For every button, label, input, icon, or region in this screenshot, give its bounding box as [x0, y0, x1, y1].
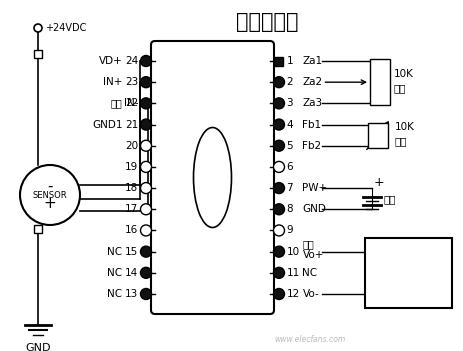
Text: DCS: DCS	[395, 239, 420, 252]
Text: 输入: 输入	[111, 98, 122, 108]
Bar	[367, 122, 387, 148]
Bar	[34, 225, 42, 233]
Text: 24: 24	[125, 56, 138, 66]
Text: IN-: IN-	[124, 98, 138, 108]
Text: +24VDC: +24VDC	[45, 23, 86, 33]
Text: 电压输出型: 电压输出型	[236, 12, 298, 32]
Text: 16: 16	[125, 225, 138, 236]
Circle shape	[273, 119, 284, 130]
Circle shape	[140, 161, 151, 172]
Circle shape	[140, 183, 151, 194]
Text: 5: 5	[286, 141, 293, 151]
Text: 10K: 10K	[394, 122, 414, 132]
Bar	[364, 238, 451, 308]
Text: Vo-: Vo-	[302, 289, 319, 299]
FancyBboxPatch shape	[150, 41, 274, 314]
Text: 18: 18	[125, 183, 138, 193]
Circle shape	[273, 140, 284, 151]
Text: 10K: 10K	[393, 69, 413, 79]
Circle shape	[140, 140, 151, 151]
Text: 17: 17	[125, 204, 138, 214]
Circle shape	[140, 98, 151, 109]
Circle shape	[140, 55, 151, 66]
Circle shape	[140, 119, 151, 130]
Text: Za2: Za2	[302, 77, 322, 87]
Text: 零点: 零点	[393, 83, 406, 93]
Text: GND: GND	[302, 204, 325, 214]
Text: GND1: GND1	[92, 120, 122, 130]
Circle shape	[273, 77, 284, 88]
Text: Fb2: Fb2	[302, 141, 321, 151]
Text: 13: 13	[125, 289, 138, 299]
Text: 20: 20	[125, 141, 138, 151]
Text: NC: NC	[302, 268, 317, 278]
Text: +: +	[44, 196, 56, 211]
Circle shape	[140, 77, 151, 88]
Circle shape	[273, 267, 284, 278]
Circle shape	[34, 24, 42, 32]
Text: IN+: IN+	[103, 77, 122, 87]
Text: VD+: VD+	[99, 56, 122, 66]
Text: A/D: A/D	[397, 270, 418, 283]
Circle shape	[20, 165, 80, 225]
Text: 22: 22	[125, 98, 138, 108]
Circle shape	[140, 225, 151, 236]
Text: PW+: PW+	[302, 183, 327, 193]
Text: Vo+: Vo+	[302, 250, 323, 260]
Text: 6: 6	[286, 162, 293, 172]
Text: Fb1: Fb1	[302, 120, 321, 130]
Text: 23: 23	[125, 77, 138, 87]
Circle shape	[140, 289, 151, 299]
Bar	[369, 59, 389, 105]
Text: 10: 10	[286, 247, 299, 257]
Circle shape	[273, 183, 284, 194]
Text: 1: 1	[286, 56, 293, 66]
Circle shape	[273, 225, 284, 236]
Text: NC: NC	[107, 247, 122, 257]
Text: 14: 14	[125, 268, 138, 278]
Text: SENSOR: SENSOR	[32, 192, 67, 200]
Text: 满度: 满度	[394, 136, 407, 146]
Text: GND: GND	[25, 343, 50, 351]
Circle shape	[273, 161, 284, 172]
Bar	[274, 57, 283, 66]
Text: 2: 2	[286, 77, 293, 87]
Text: 8: 8	[286, 204, 293, 214]
Text: 7: 7	[286, 183, 293, 193]
Circle shape	[273, 246, 284, 257]
Text: +: +	[373, 176, 384, 188]
Text: 21: 21	[125, 120, 138, 130]
Text: PLC: PLC	[397, 254, 419, 267]
Text: NC: NC	[107, 268, 122, 278]
Text: Za3: Za3	[302, 98, 322, 108]
Text: 19: 19	[125, 162, 138, 172]
Text: 3: 3	[286, 98, 293, 108]
Circle shape	[140, 267, 151, 278]
Text: 12: 12	[286, 289, 299, 299]
Circle shape	[273, 98, 284, 109]
Text: 电源: 电源	[383, 194, 396, 204]
Text: P C: P C	[398, 286, 417, 299]
Circle shape	[140, 204, 151, 215]
Circle shape	[273, 289, 284, 299]
Text: 4: 4	[286, 120, 293, 130]
Text: 15: 15	[125, 247, 138, 257]
Text: Za1: Za1	[302, 56, 322, 66]
Bar	[34, 50, 42, 58]
Circle shape	[273, 204, 284, 215]
Text: 输出: 输出	[302, 240, 313, 250]
Circle shape	[140, 246, 151, 257]
Text: 11: 11	[286, 268, 299, 278]
Ellipse shape	[193, 127, 231, 227]
Text: 9: 9	[286, 225, 293, 236]
Text: www.elecfans.com: www.elecfans.com	[274, 336, 345, 344]
Text: NC: NC	[107, 289, 122, 299]
Text: -: -	[47, 179, 53, 193]
